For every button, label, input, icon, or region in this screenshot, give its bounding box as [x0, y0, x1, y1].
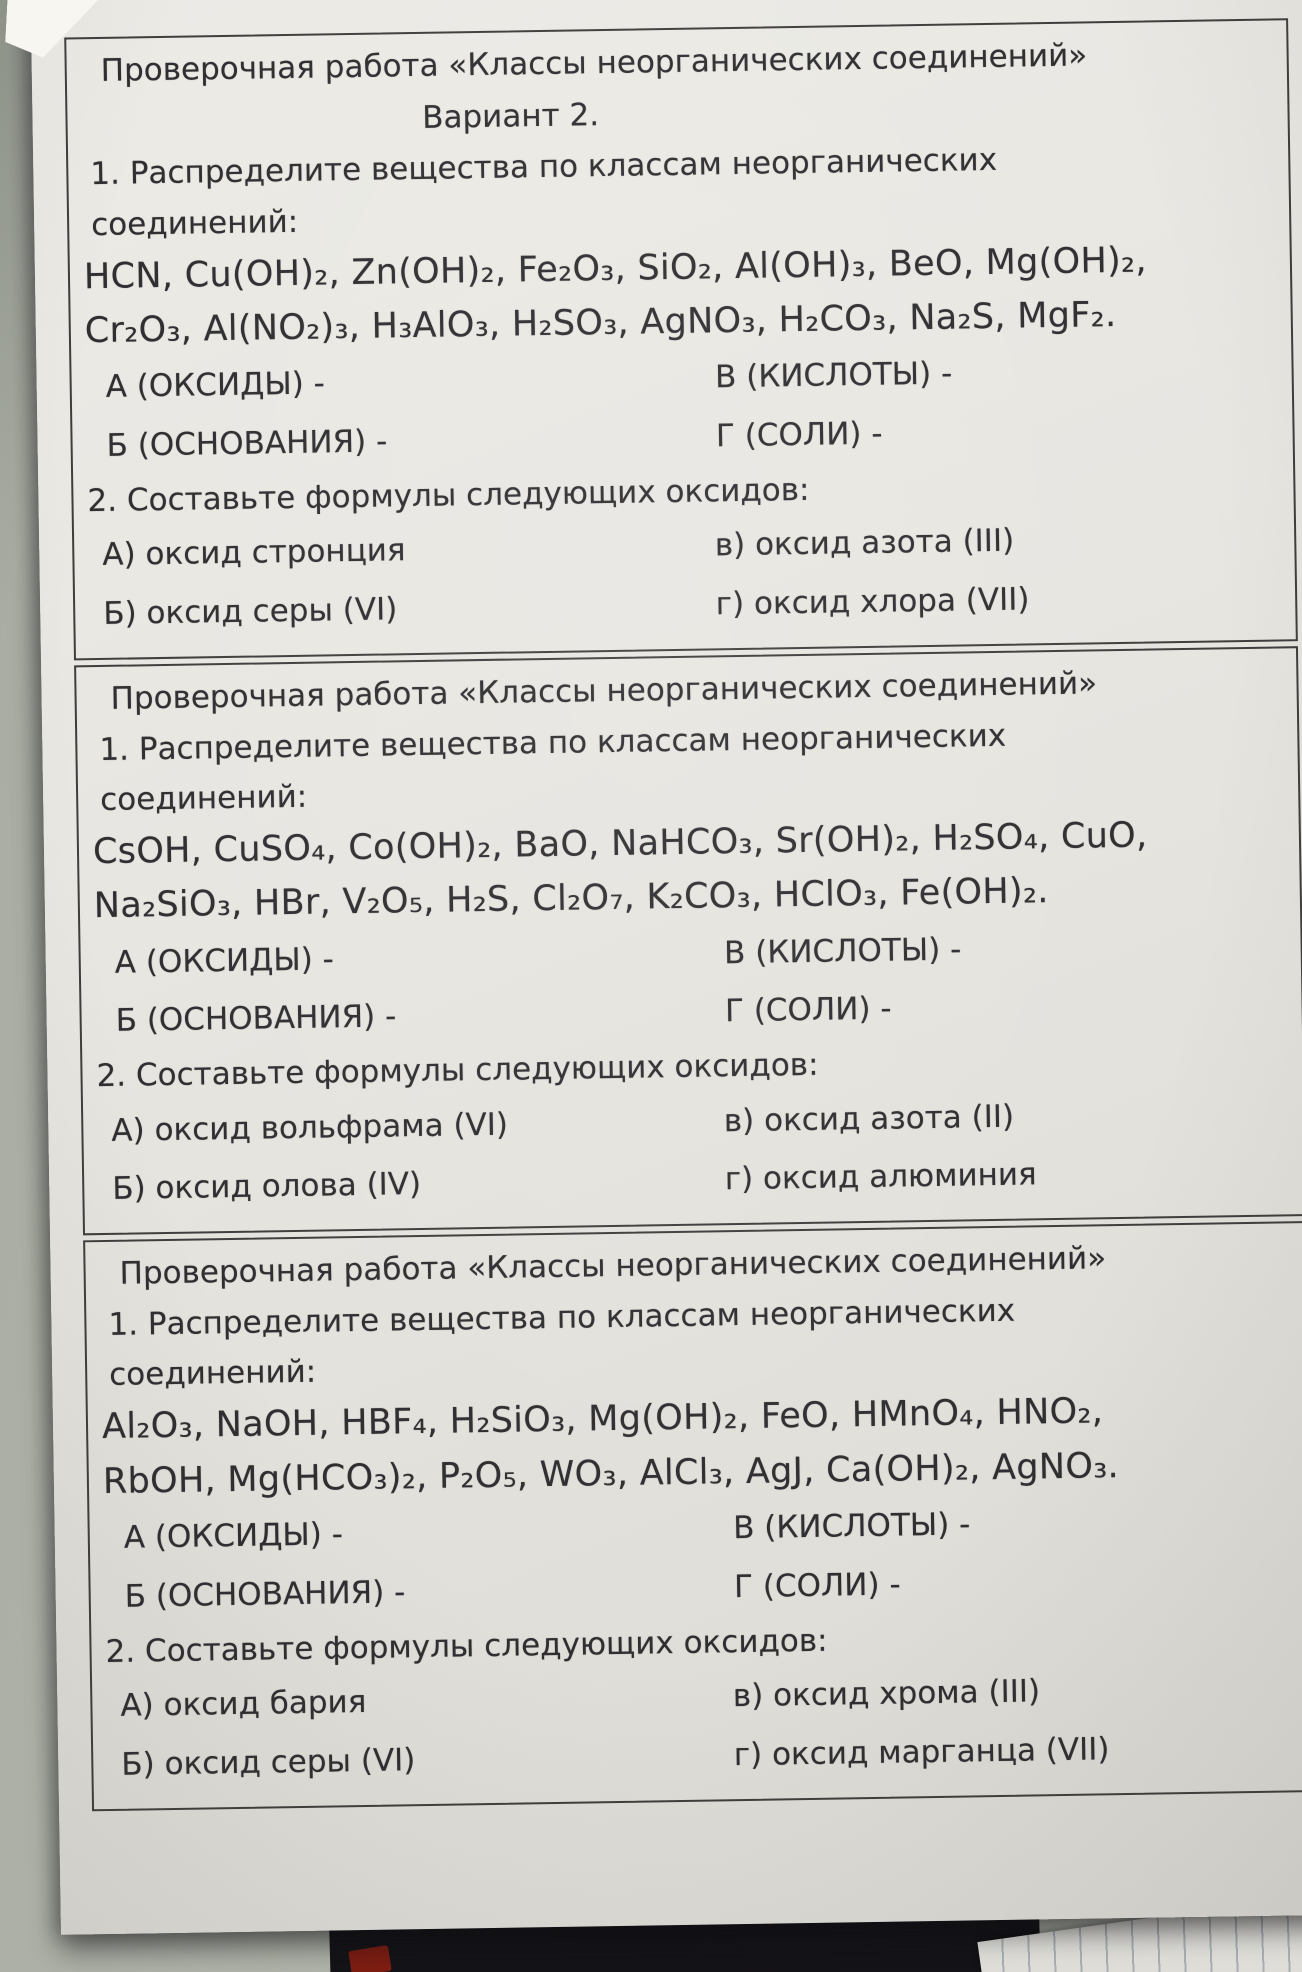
oxide-task-a: А) оксид бария — [120, 1683, 367, 1724]
oxide-task-g: г) оксид марганца (VII) — [733, 1731, 1110, 1773]
class-label-salts: Г (СОЛИ) - — [715, 415, 883, 455]
class-label-bases: Б (ОСНОВАНИЯ) - — [115, 998, 397, 1040]
oxide-task-a: А) оксид вольфрама (VI) — [111, 1106, 509, 1149]
oxide-task-g: г) оксид алюминия — [724, 1156, 1037, 1198]
oxide-task-v: в) оксид азота (II) — [723, 1098, 1015, 1139]
class-label-acids: В (КИСЛОТЫ) - — [723, 931, 962, 971]
oxide-task-a: А) оксид стронция — [102, 532, 406, 574]
oxide-task-b: Б) оксид серы (VI) — [102, 591, 398, 633]
section-title: Проверочная работа «Классы неорганически… — [100, 37, 1088, 89]
oxide-task-g: г) оксид хлора (VII) — [715, 581, 1030, 623]
worksheet-paper: Проверочная работа «Классы неорганически… — [30, 0, 1302, 1935]
class-label-acids: В (КИСЛОТЫ) - — [714, 355, 953, 396]
class-label-oxides: А (ОКСИДЫ) - — [114, 940, 335, 981]
class-label-oxides: А (ОКСИДЫ) - — [123, 1516, 344, 1556]
oxide-task-b: Б) оксид олова (IV) — [112, 1166, 422, 1208]
class-label-bases: Б (ОСНОВАНИЯ) - — [124, 1574, 406, 1615]
class-label-acids: В (КИСЛОТЫ) - — [732, 1506, 971, 1546]
oxide-task-v: в) оксид азота (III) — [714, 522, 1015, 564]
oxide-task-b: Б) оксид серы (VI) — [121, 1741, 416, 1783]
class-label-salts: Г (СОЛИ) - — [733, 1566, 901, 1605]
oxide-task-v: в) оксид хрома (III) — [732, 1673, 1041, 1715]
class-label-salts: Г (СОЛИ) - — [724, 991, 892, 1030]
test-section-2: Проверочная работа «Классы неорганически… — [74, 646, 1302, 1236]
class-label-bases: Б (ОСНОВАНИЯ) - — [106, 423, 388, 464]
test-section-variant-2: Проверочная работа «Классы неорганически… — [64, 18, 1298, 661]
test-section-3: Проверочная работа «Классы неорганически… — [83, 1221, 1302, 1811]
class-label-oxides: А (ОКСИДЫ) - — [105, 365, 326, 406]
